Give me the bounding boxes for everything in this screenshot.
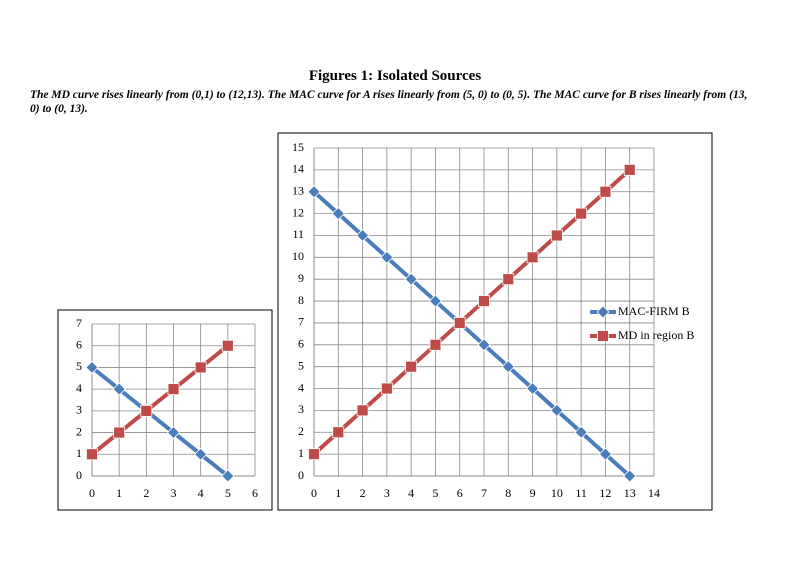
y-tick-label: 3 xyxy=(298,402,304,416)
y-tick-label: 8 xyxy=(298,293,304,307)
x-tick-label: 0 xyxy=(89,486,95,500)
marker xyxy=(221,469,235,483)
x-tick-label: 1 xyxy=(116,486,122,500)
y-tick-label: 1 xyxy=(298,446,304,460)
marker xyxy=(550,403,564,417)
marker xyxy=(404,272,418,286)
series-line xyxy=(90,365,230,478)
marker xyxy=(307,185,321,199)
marker xyxy=(194,447,208,461)
y-tick-label: 10 xyxy=(292,249,304,263)
marker xyxy=(502,273,515,286)
x-tick-label: 5 xyxy=(225,486,231,500)
y-tick-label: 5 xyxy=(298,358,304,372)
x-tick-label: 6 xyxy=(252,486,258,500)
figure-title: Figures 1: Isolated Sources xyxy=(308,68,482,84)
marker xyxy=(332,426,345,439)
y-tick-label: 11 xyxy=(292,227,304,241)
marker xyxy=(331,207,345,221)
marker xyxy=(477,338,491,352)
marker xyxy=(599,185,612,198)
x-tick-label: 8 xyxy=(505,486,511,500)
y-tick-label: 2 xyxy=(298,424,304,438)
marker xyxy=(429,338,442,351)
x-tick-label: 5 xyxy=(432,486,438,500)
x-tick-label: 4 xyxy=(408,486,414,500)
legend-label: MD in region B xyxy=(618,328,694,342)
figure-note: The MD curve rises linearly from (0,1) t… xyxy=(30,89,748,115)
marker xyxy=(574,425,588,439)
marker xyxy=(308,448,320,461)
marker xyxy=(453,317,466,329)
marker xyxy=(428,294,442,308)
x-tick-label: 7 xyxy=(481,486,487,500)
x-tick-label: 2 xyxy=(360,486,366,500)
marker xyxy=(356,404,369,417)
x-tick-label: 1 xyxy=(335,486,341,500)
x-tick-label: 9 xyxy=(530,486,536,500)
y-tick-label: 6 xyxy=(76,337,82,351)
y-tick-label: 14 xyxy=(292,162,304,176)
marker xyxy=(113,426,126,439)
x-tick-label: 3 xyxy=(171,486,177,500)
x-tick-label: 6 xyxy=(457,486,463,500)
legend-marker xyxy=(596,305,610,319)
series-line xyxy=(312,190,632,478)
marker xyxy=(86,448,98,461)
marker xyxy=(167,383,180,396)
y-tick-label: 0 xyxy=(76,468,82,482)
y-tick-label: 3 xyxy=(76,403,82,417)
marker xyxy=(380,382,393,395)
y-tick-label: 6 xyxy=(298,337,304,351)
y-tick-label: 15 xyxy=(292,140,304,154)
marker xyxy=(623,469,637,483)
marker xyxy=(166,426,181,440)
marker xyxy=(526,251,539,264)
y-tick-label: 4 xyxy=(298,380,304,394)
y-tick-label: 13 xyxy=(292,183,304,197)
marker xyxy=(356,228,370,243)
marker xyxy=(575,207,588,220)
marker xyxy=(598,447,612,461)
marker xyxy=(501,360,515,374)
y-tick-label: 9 xyxy=(298,271,304,285)
x-tick-label: 14 xyxy=(648,486,660,500)
marker xyxy=(478,295,490,307)
x-tick-label: 13 xyxy=(624,486,636,500)
y-tick-label: 5 xyxy=(76,359,82,373)
marker xyxy=(140,404,153,417)
x-tick-label: 4 xyxy=(198,486,204,500)
y-tick-label: 4 xyxy=(76,381,82,395)
chart-frame xyxy=(57,309,273,511)
y-tick-label: 2 xyxy=(76,424,82,438)
marker xyxy=(380,250,394,264)
y-tick-label: 7 xyxy=(298,315,304,329)
marker xyxy=(112,382,126,396)
chart-frame xyxy=(277,132,713,511)
marker xyxy=(623,163,636,176)
y-tick-label: 7 xyxy=(76,316,82,330)
y-tick-label: 1 xyxy=(76,446,82,460)
x-tick-label: 0 xyxy=(311,486,317,500)
x-tick-label: 3 xyxy=(384,486,390,500)
x-tick-label: 2 xyxy=(143,486,149,500)
marker xyxy=(405,360,418,373)
marker xyxy=(221,339,234,352)
y-tick-label: 12 xyxy=(292,205,304,219)
marker xyxy=(526,381,540,396)
marker xyxy=(85,360,99,374)
legend-label: MAC-FIRM B xyxy=(618,304,690,318)
x-tick-label: 10 xyxy=(551,486,563,500)
marker xyxy=(550,229,563,242)
legend-marker xyxy=(597,330,609,342)
marker xyxy=(194,361,207,374)
x-tick-label: 12 xyxy=(599,486,611,500)
x-tick-label: 11 xyxy=(575,486,587,500)
y-tick-label: 0 xyxy=(298,468,304,482)
